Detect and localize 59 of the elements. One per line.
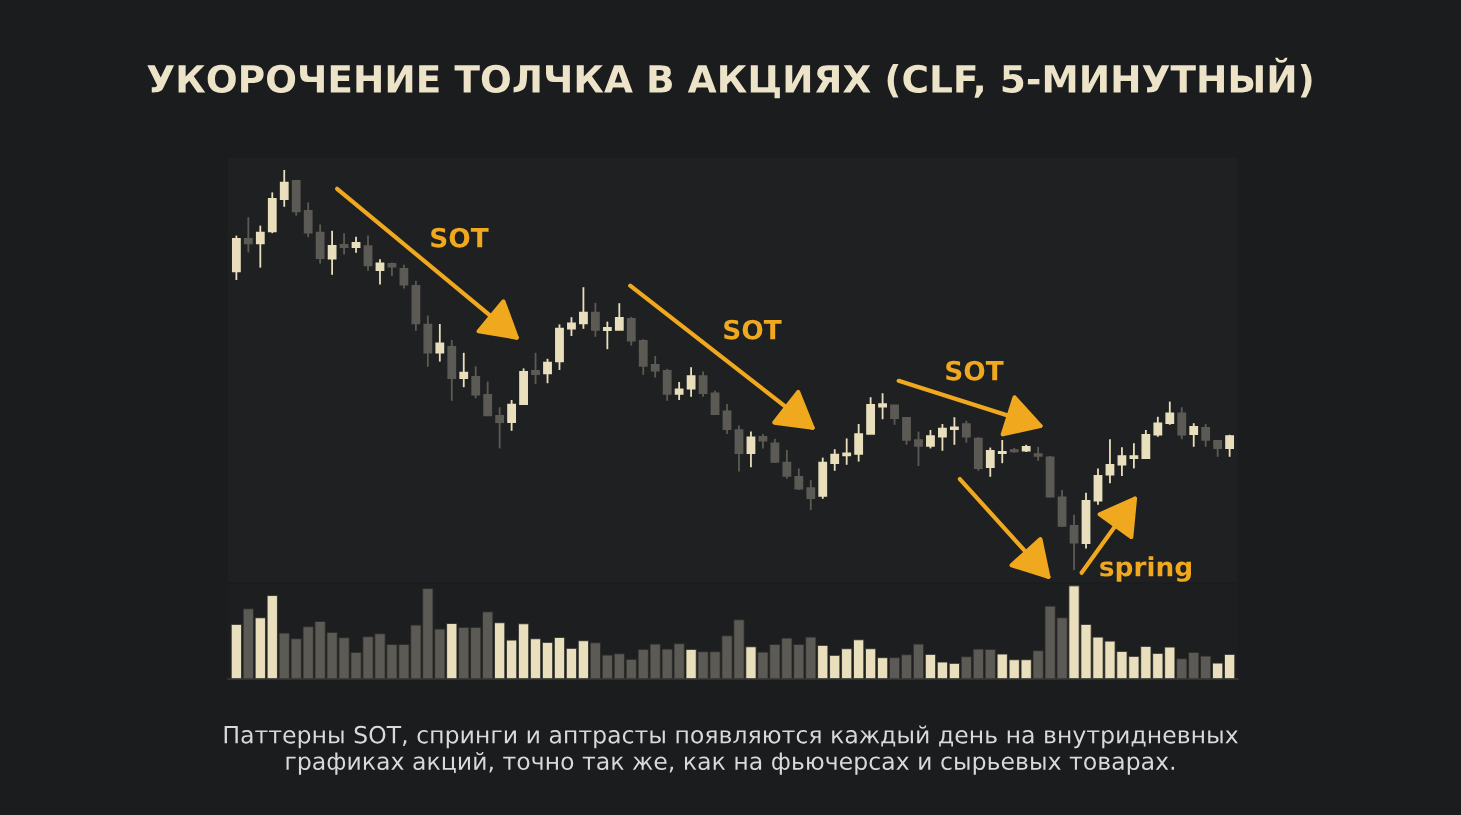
candlestick (339, 232, 349, 256)
candlestick (255, 224, 265, 269)
annotation: spring (1100, 556, 1191, 582)
candlestick (543, 357, 552, 385)
candlestick (567, 316, 576, 337)
candlestick (602, 320, 612, 351)
candlestick (483, 380, 493, 417)
annotation: SOT (724, 319, 782, 340)
candlestick (1129, 442, 1139, 470)
candlestick (1165, 400, 1175, 426)
candlestick (1177, 406, 1187, 441)
candlestick (507, 399, 517, 432)
candlestick (734, 424, 744, 473)
candlestick (303, 201, 313, 239)
candlestick (686, 366, 696, 398)
candlestick (327, 229, 337, 276)
candlestick (531, 351, 540, 385)
candlestick (614, 302, 624, 331)
candlestick (914, 430, 923, 467)
candlestick (997, 439, 1007, 465)
candlestick (746, 430, 756, 469)
text: Паттерны SOT, спринги и аптрасты появляются каждый день на внутридневных графиках акций, точно так же, как на фьючерсах и сырьевых товарах. (224, 725, 1238, 775)
candlestick (1189, 422, 1199, 448)
candlestick (579, 286, 588, 330)
candlestick (1105, 438, 1115, 485)
candlestick (1153, 415, 1163, 438)
candlestick (722, 403, 732, 435)
candlestick (363, 234, 373, 272)
annotation: SOT (431, 227, 489, 248)
candlestick (1141, 429, 1151, 460)
candlestick (770, 437, 780, 464)
candlestick (806, 479, 816, 511)
candlestick (590, 301, 600, 338)
candlestick (662, 367, 672, 402)
candlestick (878, 392, 887, 421)
candlestick (926, 429, 935, 450)
candlestick (1201, 423, 1211, 448)
chart-title: УКОРОЧЕНИЕ ТОЛЧКА В АКЦИЯХ (CLF, 5-МИНУТНЫЙ) (147, 57, 1312, 99)
candlestick (794, 467, 804, 491)
candlestick (830, 448, 840, 472)
candlestick (495, 406, 505, 450)
candlestick (650, 355, 660, 379)
candlestick (435, 323, 445, 363)
candlestick (399, 263, 409, 290)
candlestick (279, 169, 289, 208)
candlestick (626, 315, 636, 347)
candlestick (854, 423, 864, 463)
candlestick (698, 370, 708, 398)
candlestick (471, 365, 481, 400)
candlestick (459, 351, 469, 389)
candlestick (961, 419, 971, 444)
candlestick (985, 446, 995, 478)
candlestick (949, 416, 959, 446)
annotation: SOT (946, 360, 1004, 381)
candlestick (1117, 446, 1127, 477)
candlestick (243, 216, 253, 254)
candlestick (938, 423, 947, 452)
candlestick (782, 449, 792, 480)
candlestick (902, 416, 911, 446)
